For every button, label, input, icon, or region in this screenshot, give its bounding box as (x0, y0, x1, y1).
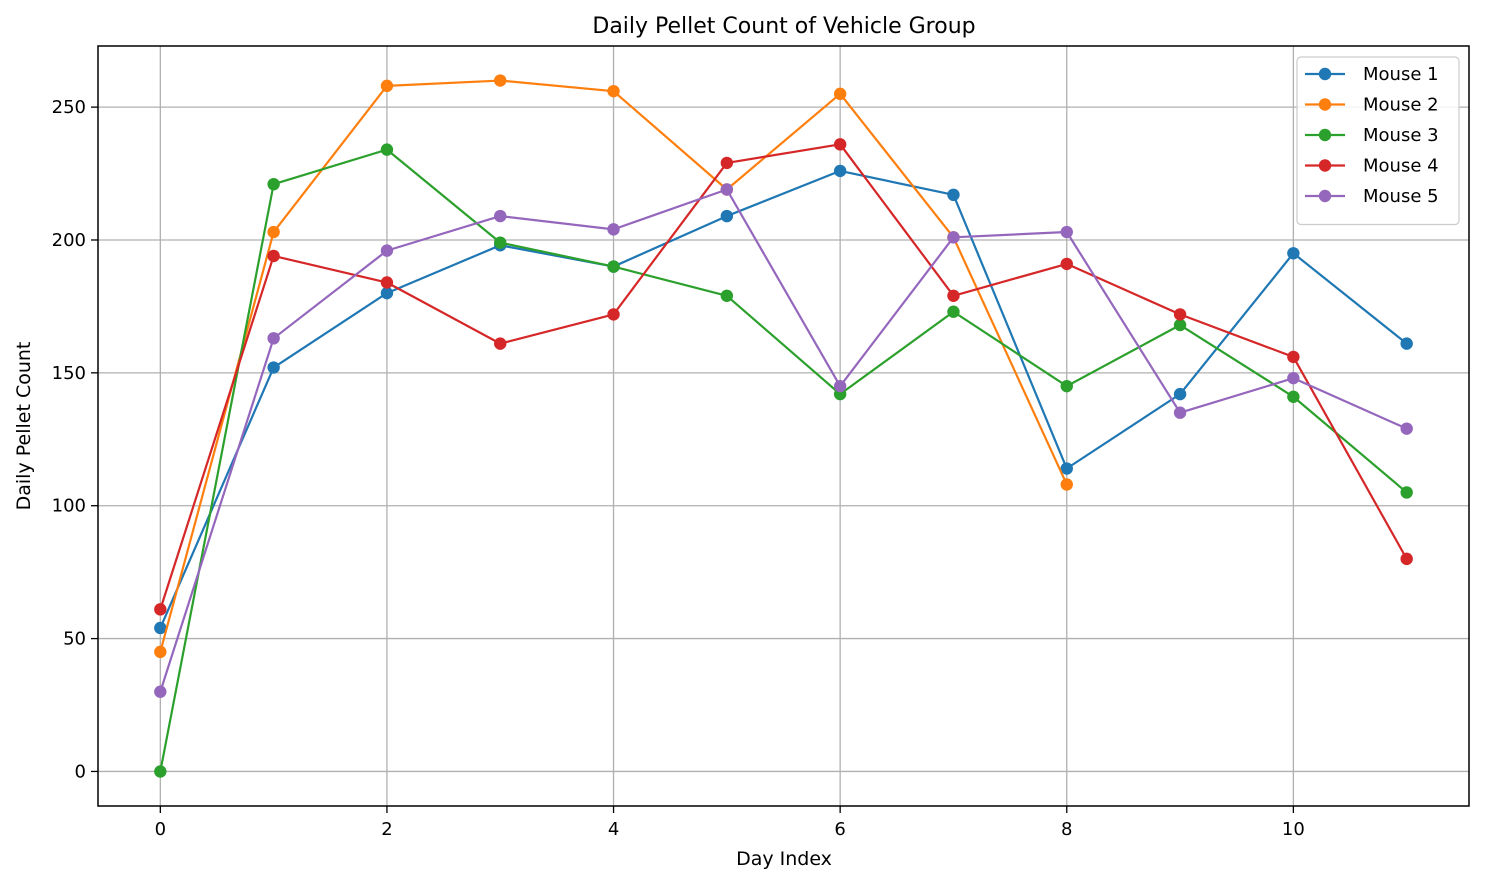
data-point (1060, 462, 1073, 475)
legend-item: Mouse 2 (1305, 95, 1439, 116)
y-tick-label: 50 (63, 629, 86, 650)
y-tick-label: 250 (52, 97, 86, 118)
data-point (154, 603, 167, 616)
data-point (154, 685, 167, 698)
x-tick-label: 8 (1061, 819, 1072, 840)
data-point (720, 289, 734, 302)
legend-item: Mouse 4 (1305, 156, 1439, 177)
x-tick-label: 0 (155, 819, 166, 840)
data-point (1173, 308, 1187, 321)
data-point (1287, 371, 1300, 385)
y-tick-label: 150 (52, 363, 86, 384)
data-point (380, 79, 394, 93)
data-point (607, 308, 620, 321)
data-point (267, 332, 280, 345)
data-point (833, 138, 847, 151)
y-tick-label: 100 (52, 496, 86, 517)
data-point (267, 225, 280, 239)
x-axis-label: Day Index (736, 848, 832, 870)
data-point (1400, 422, 1413, 435)
series-line (159, 148, 1408, 772)
grid-lines (98, 46, 1469, 806)
data-point (1287, 350, 1300, 364)
data-point (720, 183, 734, 196)
y-tick-label: 0 (75, 761, 86, 782)
legend-swatch-marker (1318, 159, 1332, 172)
data-point (947, 231, 960, 244)
legend-label: Mouse 4 (1363, 156, 1439, 177)
legend-label: Mouse 2 (1363, 95, 1439, 116)
plot-frame (97, 45, 1470, 807)
legend-label: Mouse 1 (1363, 64, 1439, 85)
data-point (267, 361, 280, 374)
data-point (380, 286, 394, 300)
series-4 (154, 138, 1413, 616)
x-tick-label: 4 (608, 819, 619, 840)
data-point (494, 337, 507, 350)
data-point (1287, 390, 1300, 403)
data-point (1060, 379, 1073, 393)
series-5 (154, 183, 1413, 698)
data-point (267, 177, 280, 191)
series-layer (154, 74, 1413, 778)
data-point (833, 379, 847, 393)
series-line (159, 143, 1408, 610)
data-point (607, 223, 620, 236)
data-point (1173, 318, 1187, 332)
data-point (1287, 247, 1300, 260)
legend-item: Mouse 3 (1305, 125, 1439, 146)
series-line (159, 188, 1408, 693)
series-1 (154, 164, 1413, 635)
data-point (154, 645, 167, 659)
data-point (833, 164, 847, 178)
legend-swatch-marker (1318, 98, 1332, 111)
data-point (494, 209, 507, 223)
legend-label: Mouse 3 (1363, 125, 1439, 146)
x-tick-label: 6 (834, 819, 845, 840)
data-point (1060, 225, 1073, 239)
data-point (720, 209, 734, 223)
data-point (947, 188, 960, 202)
data-point (607, 84, 620, 98)
legend-box (1296, 56, 1460, 226)
data-point (947, 305, 960, 318)
legend-swatch-marker (1318, 189, 1332, 203)
data-point (833, 87, 847, 101)
x-tick-label: 2 (381, 819, 392, 840)
data-point (380, 244, 394, 257)
data-point (1173, 406, 1187, 419)
legend-label: Mouse 5 (1363, 186, 1439, 207)
data-point (607, 260, 620, 273)
data-point (494, 236, 507, 249)
data-point (1173, 387, 1187, 401)
y-axis-label: Daily Pellet Count (13, 342, 35, 511)
y-tick-label: 200 (52, 230, 86, 251)
data-point (154, 621, 167, 635)
data-point (380, 276, 394, 289)
data-point (947, 289, 960, 302)
series-3 (154, 143, 1413, 778)
data-point (1400, 552, 1413, 566)
legend-item: Mouse 5 (1305, 186, 1439, 207)
data-point (1400, 486, 1413, 499)
data-point (1060, 257, 1073, 271)
data-point (380, 143, 394, 156)
x-tick-label: 10 (1282, 819, 1305, 840)
legend-item: Mouse 1 (1305, 64, 1439, 85)
legend-swatch-marker (1318, 128, 1332, 142)
legend-swatch-marker (1318, 67, 1332, 81)
data-point (1060, 478, 1073, 491)
data-point (154, 765, 167, 778)
data-point (267, 249, 280, 263)
data-point (720, 156, 734, 170)
data-point (494, 74, 507, 87)
legend: Mouse 1 Mouse 2 Mouse 3 Mouse 4 Mouse 5 (1296, 56, 1460, 226)
chart-title: Daily Pellet Count of Vehicle Group (592, 14, 975, 39)
data-point (1400, 337, 1413, 350)
series-line (159, 169, 1408, 629)
